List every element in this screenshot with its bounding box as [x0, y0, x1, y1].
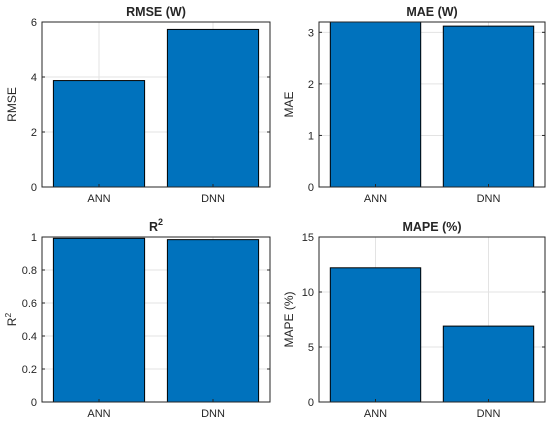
x-tick-label: DNN — [201, 408, 225, 420]
y-tick-label: 5 — [308, 342, 314, 354]
chart-title: RMSE (W) — [126, 5, 186, 19]
y-axis-label: MAE — [282, 91, 296, 117]
y-tick-label: 3 — [308, 27, 314, 39]
y-tick-label: 0.6 — [22, 298, 37, 310]
bar-ann — [329, 21, 422, 188]
bar-dnn — [166, 28, 260, 188]
bar-dnn — [166, 239, 260, 403]
y-axis-label: R2 — [3, 313, 19, 327]
bar-ann — [52, 237, 146, 403]
chart-panel-4: 0 5 10 15 ANN DNN MAPE (%) MAPE (%) — [282, 220, 546, 420]
chart-panel-1: 0 2 4 6 ANN DNN RMSE (W) RMSE — [5, 5, 271, 205]
x-tick-label: ANN — [364, 193, 387, 205]
y-tick-label: 1 — [31, 232, 37, 244]
y-tick-label: 4 — [31, 72, 37, 84]
axes-box — [41, 21, 271, 188]
chart-title: MAE (W) — [406, 5, 457, 19]
y-tick-label: 0 — [308, 397, 314, 409]
y-tick-label: 0 — [31, 182, 37, 194]
y-tick-label: 2 — [308, 79, 314, 91]
y-tick-label: 0.2 — [22, 364, 37, 376]
y-tick-label: 0.4 — [22, 331, 37, 343]
y-tick-label: 0 — [308, 182, 314, 194]
x-tick-label: DNN — [477, 408, 501, 420]
x-tick-label: DNN — [477, 193, 501, 205]
y-axis-label: MAPE (%) — [282, 291, 296, 347]
x-tick-label: DNN — [201, 193, 225, 205]
y-tick-label: 6 — [31, 17, 37, 29]
chart-title: MAPE (%) — [402, 220, 461, 234]
axes-box — [318, 21, 546, 188]
bar-dnn — [442, 25, 535, 188]
y-tick-label: 0 — [31, 397, 37, 409]
y-tick-label: 10 — [302, 287, 314, 299]
y-axis-label: RMSE — [5, 87, 19, 122]
chart-panel-3: 0 0.2 0.4 0.6 0.8 1 ANN DNN R2 R2 — [3, 217, 271, 420]
bar-ann — [52, 80, 146, 188]
bar-ann — [329, 267, 422, 403]
y-tick-label: 0.8 — [22, 265, 37, 277]
chart-title: R2 — [149, 217, 163, 234]
chart-panel-2: 0 1 2 3 ANN DNN MAE (W) MAE — [282, 5, 546, 205]
axes-box — [41, 236, 271, 403]
x-tick-label: ANN — [87, 408, 110, 420]
y-tick-label: 15 — [302, 232, 314, 244]
bar-dnn — [442, 325, 535, 403]
x-tick-label: ANN — [364, 408, 387, 420]
axes-box — [318, 236, 546, 403]
y-tick-label: 1 — [308, 130, 314, 142]
y-tick-label: 2 — [31, 127, 37, 139]
x-tick-label: ANN — [87, 193, 110, 205]
